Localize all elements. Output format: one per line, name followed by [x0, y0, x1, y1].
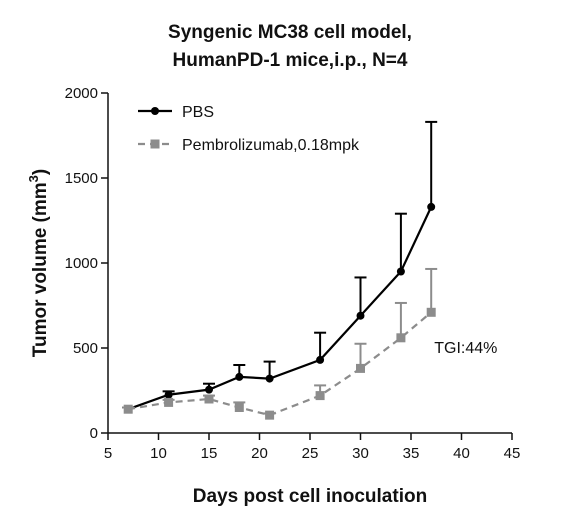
data-point-0-4 — [265, 374, 274, 383]
y-axis-title: Tumor volume (mm3) — [26, 169, 51, 357]
y-axis-title-superscript: 3 — [26, 175, 41, 182]
series-0 — [122, 120, 438, 414]
series-line-0 — [127, 206, 433, 411]
annotations: TGI:44% — [434, 340, 497, 357]
data-point-1-6 — [356, 363, 365, 373]
data-point-1-5 — [315, 391, 325, 401]
legend-marker-1 — [150, 139, 160, 149]
data-point-0-1 — [164, 390, 173, 399]
data-point-1-2 — [204, 394, 214, 404]
series-layer — [122, 120, 438, 420]
x-tick-label-40: 40 — [453, 445, 470, 462]
chart-title-line-2: HumanPD-1 mice,i.p., N=4 — [173, 50, 408, 71]
series-1 — [122, 267, 438, 420]
y-tick-label-2000: 2000 — [65, 85, 98, 102]
x-axis-title: Days post cell inoculation — [193, 486, 427, 507]
data-point-1-7 — [396, 333, 406, 343]
x-tick-label-20: 20 — [251, 445, 268, 462]
data-point-1-4 — [265, 410, 275, 420]
x-tick-label-15: 15 — [201, 445, 218, 462]
data-point-0-6 — [356, 311, 365, 320]
data-point-1-8 — [426, 307, 436, 317]
data-point-0-5 — [316, 355, 325, 364]
data-point-0-3 — [235, 372, 244, 381]
x-tick-label-35: 35 — [403, 445, 420, 462]
legend: PBS Pembrolizumab,0.18mpk — [138, 104, 360, 154]
data-point-0-7 — [396, 267, 405, 276]
data-point-0-8 — [427, 202, 436, 211]
data-point-0-2 — [205, 385, 213, 394]
x-tick-label-5: 5 — [104, 445, 112, 462]
y-tick-label-1000: 1000 — [65, 255, 98, 272]
y-tick-label-0: 0 — [90, 425, 98, 442]
y-axis-title-main: Tumor volume (mm — [30, 182, 51, 357]
x-tick-label-30: 30 — [352, 445, 369, 462]
data-point-1-1 — [164, 397, 174, 407]
x-tick-label-25: 25 — [302, 445, 319, 462]
annotation-0: TGI:44% — [434, 340, 497, 357]
y-tick-label-1500: 1500 — [65, 170, 98, 187]
data-point-1-0 — [123, 404, 133, 414]
legend-label-0: PBS — [182, 104, 214, 121]
chart-title-line-1: Syngenic MC38 cell model, — [168, 22, 412, 43]
y-axis-title-end: ) — [30, 169, 51, 175]
x-tick-label-10: 10 — [150, 445, 167, 462]
x-tick-label-45: 45 — [504, 445, 521, 462]
y-tick-label-500: 500 — [73, 340, 98, 357]
legend-marker-0 — [151, 107, 159, 115]
axes: 0 500 1000 1500 2000 5 10 15 20 25 30 35 40 45 — [65, 85, 521, 462]
legend-label-1: Pembrolizumab,0.18mpk — [182, 137, 360, 154]
data-point-1-3 — [234, 403, 244, 412]
